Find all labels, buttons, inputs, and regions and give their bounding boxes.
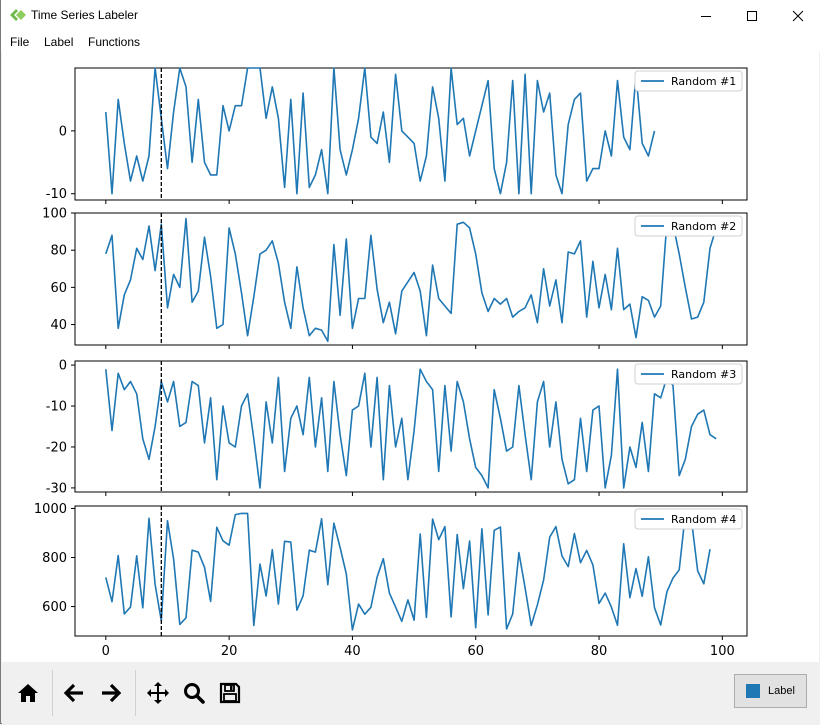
x-tick-label: 60 <box>467 644 484 659</box>
chart[interactable]: 0 -10 Random #1 100 80 60 40 Random #2 0 -10 -20 -3… <box>2 52 819 662</box>
save-button[interactable] <box>216 678 244 708</box>
y-tick-label: -20 <box>46 440 67 455</box>
series-line <box>105 67 656 195</box>
menu-file[interactable]: File <box>10 35 30 49</box>
toolbar-separator <box>135 670 136 716</box>
label-color-swatch <box>746 684 761 698</box>
subplot-3[interactable]: 0 -10 -20 -30 Random #3 <box>46 359 748 497</box>
subplot-2[interactable]: 100 80 60 40 Random #2 <box>42 207 748 350</box>
y-tick-label: 0 <box>59 124 67 139</box>
x-tick-label: 80 <box>591 644 608 659</box>
menu-functions[interactable]: Functions <box>88 35 141 49</box>
legend: Random #4 <box>634 508 743 530</box>
pan-icon <box>147 682 169 704</box>
x-tick-label: 40 <box>344 644 361 659</box>
zoom-button[interactable] <box>180 678 208 708</box>
close-icon <box>792 10 804 21</box>
y-tick-label: 100 <box>42 207 67 222</box>
legend-box <box>634 70 743 92</box>
toolbar-separator <box>52 670 53 716</box>
close-button[interactable] <box>775 0 820 31</box>
y-tick-label: 600 <box>42 600 67 615</box>
x-tick-label: 0 <box>102 644 110 659</box>
y-tick-label: -30 <box>46 481 67 496</box>
label-button[interactable]: Label <box>734 674 807 708</box>
title-bar[interactable]: Time Series Labeler <box>1 0 820 31</box>
label-button-text: Label <box>768 685 795 697</box>
plot-canvas[interactable]: 0 -10 Random #1 100 80 60 40 Random #2 0 -10 -20 -3… <box>2 52 819 662</box>
subplot-4[interactable]: 1000 800 600 0 20 40 60 80 100 Random #4 <box>34 502 748 659</box>
app-icon <box>10 9 26 21</box>
maximize-icon <box>747 10 757 21</box>
legend-label: Random #4 <box>671 513 736 526</box>
forward-arrow-icon <box>102 683 122 703</box>
x-tick-label: 100 <box>710 644 735 659</box>
y-tick-label: 60 <box>50 281 67 296</box>
legend-label: Random #2 <box>671 220 736 233</box>
legend-box <box>634 363 743 385</box>
navigation-toolbar: Label <box>2 662 819 724</box>
home-icon <box>18 684 38 702</box>
y-tick-label: 1000 <box>34 502 67 517</box>
save-icon <box>219 682 241 704</box>
back-button[interactable] <box>60 678 88 708</box>
back-arrow-icon <box>63 683 83 703</box>
menu-bar: File Label Functions <box>1 31 820 53</box>
legend-label: Random #3 <box>671 368 736 381</box>
legend-label: Random #1 <box>671 75 736 88</box>
legend-box <box>634 508 743 530</box>
series-line <box>105 217 717 343</box>
y-tick-label: 40 <box>50 318 67 333</box>
series-line <box>105 368 717 489</box>
legend-box <box>634 215 743 237</box>
y-tick-label: 80 <box>50 244 67 259</box>
home-button[interactable] <box>14 678 42 708</box>
window-title: Time Series Labeler <box>31 8 138 22</box>
minimize-icon <box>701 15 711 17</box>
legend: Random #2 <box>634 215 743 237</box>
legend: Random #1 <box>634 70 743 92</box>
y-tick-label: -10 <box>46 187 67 202</box>
x-tick-label: 20 <box>221 644 238 659</box>
subplot-1[interactable]: 0 -10 Random #1 <box>46 67 748 204</box>
minimize-button[interactable] <box>683 0 729 31</box>
pan-button[interactable] <box>144 678 172 708</box>
forward-button[interactable] <box>97 678 125 708</box>
y-tick-label: -10 <box>46 400 67 415</box>
y-tick-label: 0 <box>59 359 67 374</box>
menu-label[interactable]: Label <box>44 35 74 49</box>
zoom-icon <box>184 683 205 704</box>
maximize-button[interactable] <box>729 0 775 31</box>
legend: Random #3 <box>634 363 743 385</box>
y-tick-label: 800 <box>42 551 67 566</box>
